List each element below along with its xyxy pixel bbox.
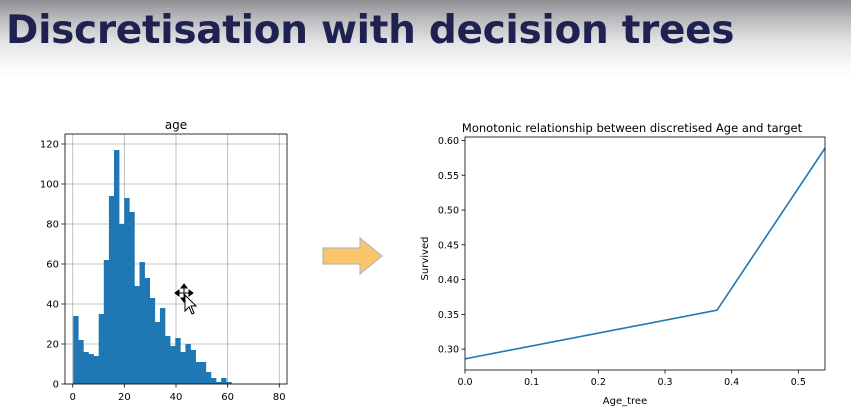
histogram-bar <box>200 362 207 384</box>
histogram-bar <box>83 352 89 384</box>
x-tick-label: 80 <box>273 392 286 403</box>
x-tick-label: 0.3 <box>657 377 672 388</box>
y-tick-label: 0.60 <box>438 136 459 147</box>
x-tick-label: 0.0 <box>457 377 472 388</box>
histogram-bar <box>180 352 186 384</box>
chart-title: Monotonic relationship between discretis… <box>462 121 803 135</box>
histogram-bar <box>139 262 145 384</box>
histogram-bar <box>124 198 130 384</box>
y-tick-label: 80 <box>46 220 59 231</box>
y-tick-label: 0.45 <box>438 240 459 251</box>
series-line <box>464 147 826 360</box>
histogram-bar <box>216 382 222 384</box>
y-tick-label: 120 <box>40 140 59 151</box>
x-tick-label: 0.5 <box>791 377 806 388</box>
x-tick-label: 0.1 <box>524 377 539 388</box>
histogram-bar <box>185 344 191 384</box>
histogram-bar <box>78 340 84 384</box>
histogram-bar <box>165 336 171 384</box>
y-tick-label: 0.50 <box>438 206 459 217</box>
histogram-bar <box>154 322 161 384</box>
plot-frame <box>464 136 826 371</box>
y-tick-label: 0 <box>53 380 59 391</box>
right-arrow-icon <box>322 236 383 276</box>
x-tick-label: 40 <box>170 392 183 403</box>
histogram-bar <box>93 356 99 384</box>
histogram-bar <box>205 372 212 384</box>
histogram-bar <box>159 308 166 384</box>
histogram-bar <box>149 298 156 384</box>
y-tick-label: 60 <box>46 260 59 271</box>
histogram-bar <box>195 362 202 384</box>
y-tick-label: 40 <box>46 300 59 311</box>
histogram-bar <box>73 316 79 384</box>
x-tick-label: 20 <box>118 392 131 403</box>
histogram-bar <box>221 378 227 384</box>
histogram-bar <box>88 354 94 384</box>
y-tick-label: 0.30 <box>438 345 459 356</box>
histogram-bar <box>170 346 176 384</box>
histogram-bar <box>175 338 181 384</box>
histogram-bar <box>119 224 125 384</box>
x-tick-label: 60 <box>221 392 234 403</box>
y-tick-label: 100 <box>40 180 59 191</box>
chart-title: age <box>165 118 187 132</box>
y-tick-label: 0.40 <box>438 275 459 286</box>
histogram-bar <box>108 196 115 384</box>
y-tick-label: 0.55 <box>438 171 459 182</box>
plot-frame <box>64 133 288 385</box>
x-tick-label: 0 <box>70 392 76 403</box>
histogram-bar <box>144 278 151 384</box>
histogram-bar <box>190 350 196 384</box>
histogram-bar <box>134 286 140 384</box>
histogram-bar <box>113 150 120 384</box>
x-tick-label: 0.4 <box>724 377 739 388</box>
histogram-bar <box>210 378 217 384</box>
y-axis-label: Survived <box>420 237 431 281</box>
y-tick-label: 0.35 <box>438 310 459 321</box>
histogram-bar <box>226 382 232 384</box>
x-axis-label: Age_tree <box>603 396 647 407</box>
histogram-bar <box>129 212 135 384</box>
y-tick-label: 20 <box>46 340 59 351</box>
histogram-bar <box>103 260 110 384</box>
x-tick-label: 0.2 <box>591 377 606 388</box>
move-cursor-icon <box>174 283 198 315</box>
histogram-bar <box>98 314 105 384</box>
slide-title: Discretisation with decision trees <box>6 8 735 53</box>
slide-header: Discretisation with decision trees <box>0 0 851 78</box>
